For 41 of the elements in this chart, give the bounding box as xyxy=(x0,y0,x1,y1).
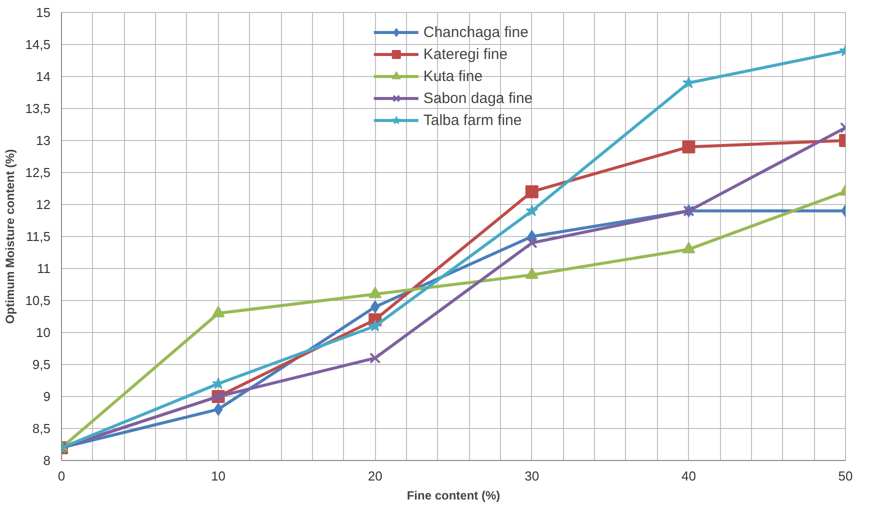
y-tick-label: 8 xyxy=(43,453,51,468)
y-tick-label: 9,5 xyxy=(32,357,51,372)
point xyxy=(370,352,381,364)
y-tick-label: 13 xyxy=(36,133,51,148)
x-tick-label: 20 xyxy=(368,468,382,484)
x-axis-title: Fine content (%) xyxy=(406,488,500,502)
legend-label: Chanchaga fine xyxy=(423,22,528,42)
x-tick-label: 30 xyxy=(524,468,540,484)
point xyxy=(526,237,538,248)
x-tick-label: 0 xyxy=(58,468,66,484)
point xyxy=(525,267,538,279)
y-axis-title: Optimum Moisture content (%) xyxy=(3,149,18,324)
x-tick-label: 50 xyxy=(838,468,853,484)
y-tick-label: 11,5 xyxy=(26,229,51,244)
y-tick-label: 12,5 xyxy=(25,165,51,180)
legend-label: Kuta fine xyxy=(423,66,483,86)
point xyxy=(525,185,538,198)
y-tick-label: 10 xyxy=(36,325,51,340)
y-tick-label: 11 xyxy=(37,261,51,276)
y-tick-label: 9 xyxy=(43,389,51,404)
x-tick-label: 10 xyxy=(211,468,226,484)
y-tick-label: 15 xyxy=(36,5,51,20)
point xyxy=(368,320,382,332)
y-tick-label: 13,5 xyxy=(25,101,51,116)
point xyxy=(682,242,696,254)
legend-label: Sabon daga fine xyxy=(423,88,533,108)
x-tick-label: 40 xyxy=(681,468,696,484)
point xyxy=(368,286,382,298)
point xyxy=(214,402,223,416)
y-tick-label: 14 xyxy=(36,69,51,84)
legend-label: Talba farm fine xyxy=(423,110,522,130)
point xyxy=(527,230,536,243)
legend-label: Kateregi fine xyxy=(423,44,508,64)
y-tick-label: 14,5 xyxy=(25,37,51,52)
point xyxy=(370,300,380,314)
point xyxy=(682,140,696,154)
y-tick-label: 12 xyxy=(36,197,51,212)
y-tick-label: 10,5 xyxy=(25,293,51,308)
y-tick-label: 8,5 xyxy=(32,421,51,436)
point xyxy=(212,306,225,318)
point xyxy=(526,204,538,216)
